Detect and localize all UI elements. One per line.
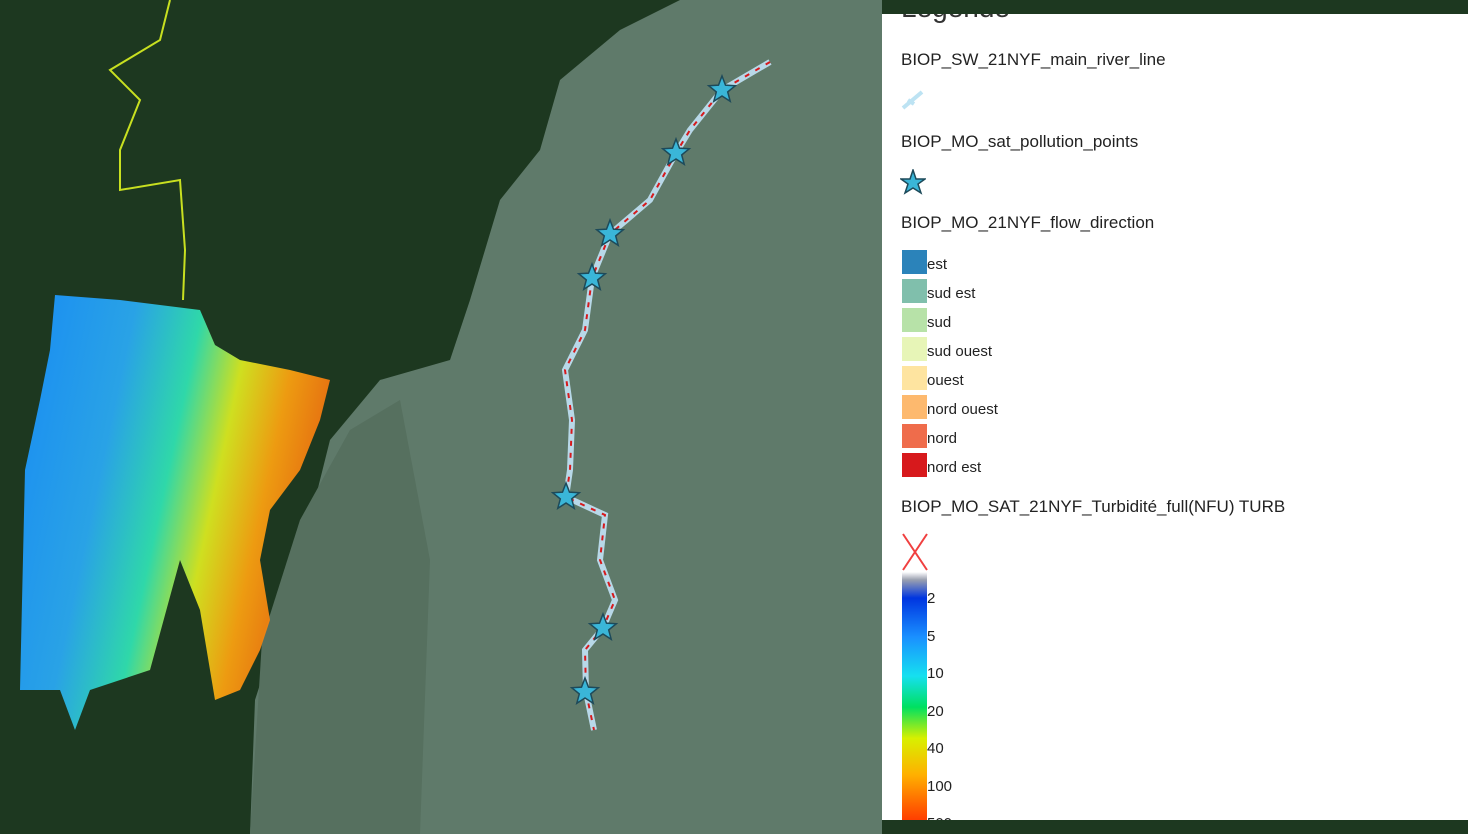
- class-swatch: [902, 308, 927, 332]
- class-swatch: [902, 366, 927, 390]
- turbidity-raster: [20, 295, 330, 730]
- ramp-label: 5: [927, 627, 936, 645]
- pollution-points: [550, 73, 738, 705]
- class-swatch: [902, 337, 927, 361]
- ramp-label: 10: [927, 665, 944, 682]
- pollution-star: [550, 480, 582, 510]
- class-label: sud est: [927, 285, 976, 302]
- pollution-star: [594, 217, 626, 247]
- ramp-label: 20: [927, 702, 944, 720]
- star-symbol: [900, 169, 926, 195]
- legend-panel: Legende BIOP_SW_21NYF_main_river_line BI…: [882, 14, 1468, 820]
- river-symbol: [901, 90, 924, 110]
- pollution-star: [576, 261, 608, 291]
- class-swatch: [902, 395, 927, 419]
- class-label: est: [927, 256, 948, 273]
- ramp-label: 2: [927, 590, 936, 607]
- class-swatch: [902, 250, 927, 274]
- layer-name: BIOP_SW_21NYF_main_river_line: [901, 50, 1166, 69]
- pollution-star: [706, 73, 738, 103]
- ramp-label: 40: [927, 740, 944, 757]
- layer-name: BIOP_MO_SAT_21NYF_Turbidité_full(NFU) TU…: [901, 497, 1286, 516]
- tributary: [108, 0, 187, 301]
- nodata-symbol: [902, 533, 928, 571]
- class-label: sud ouest: [927, 343, 993, 360]
- pollution-star: [587, 611, 619, 641]
- layer-name: BIOP_MO_21NYF_flow_direction: [901, 213, 1155, 232]
- pollution-star: [660, 136, 692, 166]
- ramp-label: 100: [927, 777, 953, 795]
- class-label: nord ouest: [927, 401, 998, 418]
- basin-area: [250, 400, 430, 834]
- class-swatch: [902, 424, 927, 448]
- legend-title: Legende: [901, 14, 1010, 24]
- class-label: nord: [927, 430, 958, 447]
- class-label: sud: [927, 314, 952, 331]
- class-swatch: [902, 279, 927, 303]
- turbidity-ramp: [902, 572, 927, 820]
- class-swatch: [902, 453, 927, 477]
- ramp-label: 500: [927, 815, 952, 820]
- pollution-star: [569, 675, 601, 705]
- layer-name: BIOP_MO_sat_pollution_points: [901, 132, 1139, 151]
- class-label: ouest: [927, 372, 964, 389]
- class-label: nord est: [927, 459, 982, 476]
